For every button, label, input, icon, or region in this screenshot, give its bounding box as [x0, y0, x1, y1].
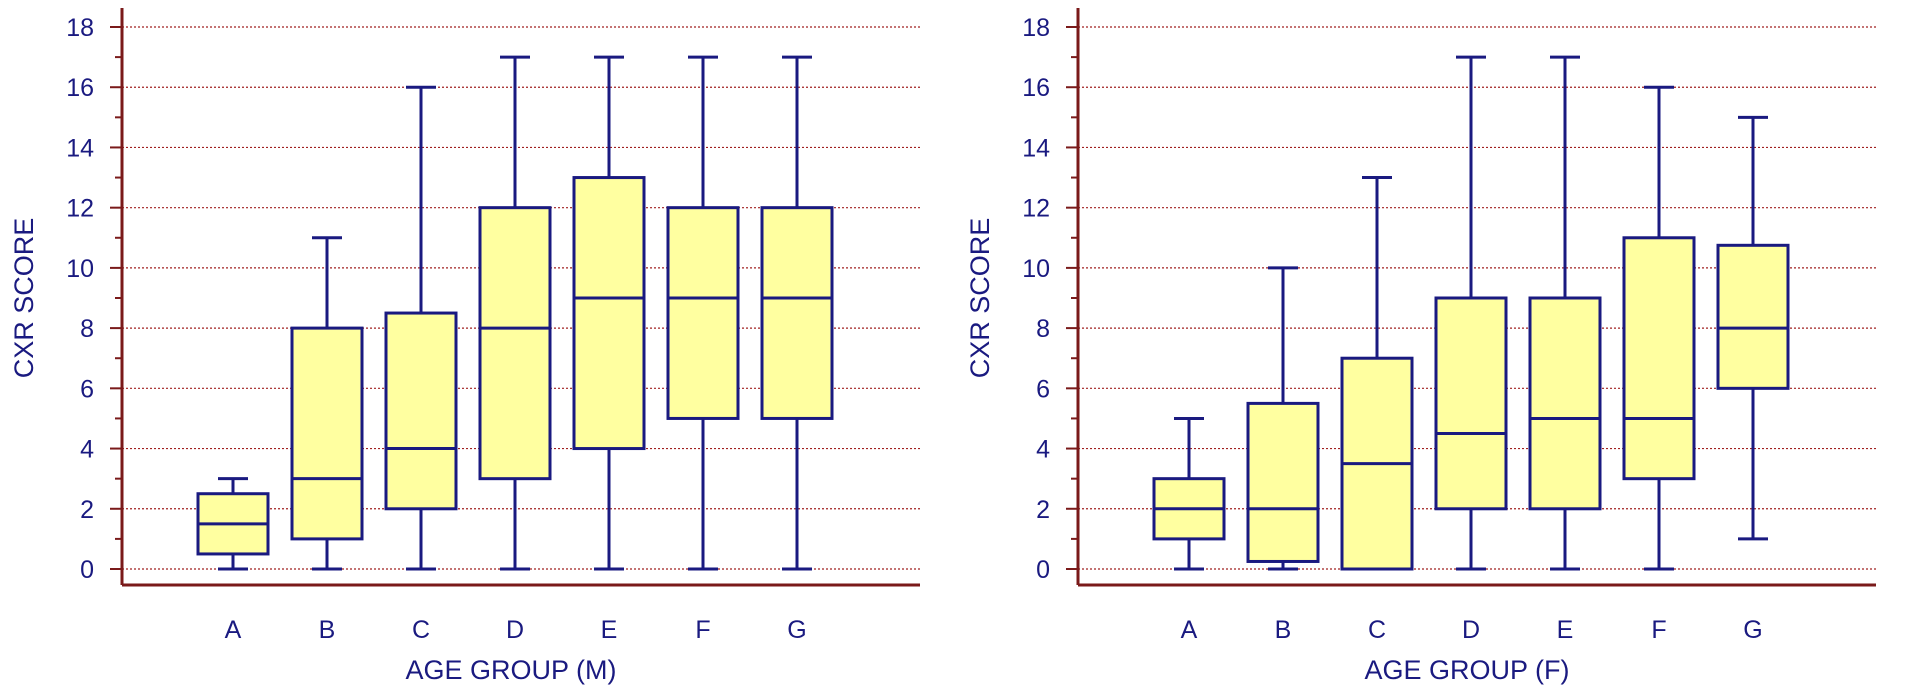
female-box-E [1528, 296, 1602, 511]
female-box-B [1246, 401, 1320, 563]
male-x-tick-label-B: B [319, 616, 336, 644]
female-y-tick-label: 4 [1036, 436, 1050, 464]
male-y-tick-label: 0 [80, 556, 94, 584]
male-y-tick-label: 8 [80, 315, 94, 343]
female-y-axis-title: CXR SCORE [965, 218, 995, 379]
female-y-tick-label: 6 [1036, 375, 1050, 403]
female-x-tick-label-A: A [1181, 616, 1198, 644]
male-x-tick-label-C: C [412, 616, 430, 644]
male-x-tick-label-G: G [787, 616, 806, 644]
male-box-B [290, 326, 364, 541]
male-y-tick-label: 6 [80, 375, 94, 403]
female-box-D [1434, 296, 1508, 511]
female-y-tick-label: 16 [1022, 74, 1050, 102]
male-y-tick-label: 18 [66, 14, 94, 42]
female-y-tick-label: 12 [1022, 195, 1050, 223]
female-y-tick-label: 14 [1022, 134, 1050, 162]
female-x-axis-title: AGE GROUP (F) [1364, 655, 1569, 685]
male-x-tick-label-A: A [225, 616, 242, 644]
box-plot-female: 0 2 4 6 8 10 12 14 16 18 A B C D E F G AGE GROUP (F) CXR S… [965, 8, 1876, 685]
female-y-tick-label: 10 [1022, 255, 1050, 283]
male-y-tick-label: 16 [66, 74, 94, 102]
male-y-tick-label: 10 [66, 255, 94, 283]
female-y-tick-label: 18 [1022, 14, 1050, 42]
male-box-F [666, 206, 740, 420]
female-x-tick-label-E: E [1557, 616, 1574, 644]
male-box-D [478, 206, 552, 481]
male-y-tick-label: 2 [80, 496, 94, 524]
female-box-G [1716, 243, 1790, 390]
female-x-tick-label-B: B [1275, 616, 1292, 644]
male-box-E [572, 176, 646, 451]
female-x-tick-label-D: D [1462, 616, 1480, 644]
female-y-tick-label: 0 [1036, 556, 1050, 584]
male-y-tick-label: 12 [66, 195, 94, 223]
male-y-tick-label: 14 [66, 134, 94, 162]
male-box-C [384, 311, 458, 511]
female-box-F [1622, 236, 1696, 481]
male-x-tick-label-F: F [695, 616, 710, 644]
male-x-tick-label-E: E [601, 616, 618, 644]
female-x-tick-label-F: F [1651, 616, 1666, 644]
male-y-axis-title: CXR SCORE [9, 218, 39, 379]
box-plot-male: 0 2 4 6 8 10 12 14 16 18 A B C D E F G AGE GROUP (M) CXR S… [9, 8, 920, 685]
male-box-G [760, 206, 834, 420]
male-x-tick-label-D: D [506, 616, 524, 644]
female-y-tick-label: 2 [1036, 496, 1050, 524]
male-y-tick-label: 4 [80, 436, 94, 464]
female-x-tick-label-G: G [1743, 616, 1762, 644]
female-y-tick-label: 8 [1036, 315, 1050, 343]
female-x-tick-label-C: C [1368, 616, 1386, 644]
male-x-axis-title: AGE GROUP (M) [405, 655, 616, 685]
